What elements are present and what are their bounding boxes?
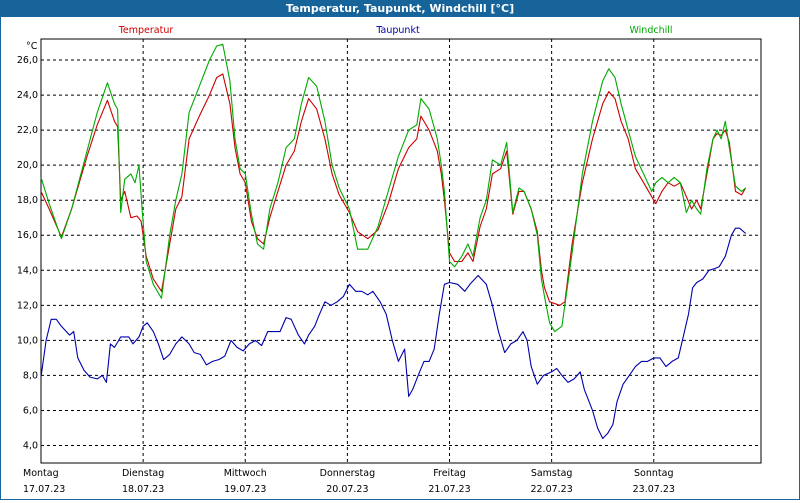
x-tick-date-label: 21.07.23	[428, 484, 470, 495]
x-tick-day-label: Donnerstag	[320, 468, 375, 479]
y-tick-label: 26,0	[17, 55, 38, 66]
x-tick-date-label: 22.07.23	[530, 484, 572, 495]
plot-frame	[40, 38, 762, 464]
y-tick-label: 10,0	[17, 335, 38, 346]
chart-area: 4,0 6,0 8,0 10,0 12,0 14,0 16,0 18,0 20,0 22,0 24,…	[0, 17, 800, 500]
series-line-taupunkt	[40, 227, 747, 440]
x-tick-day-label: Dienstag	[122, 468, 164, 479]
y-tick-label: 12,0	[17, 300, 38, 311]
legend-entry-windchill: Windchill	[629, 25, 672, 36]
legend-entry-temperatur: Temperatur	[118, 25, 174, 36]
legend-layer: Temperatur Taupunkt Windchill	[118, 25, 673, 36]
x-tick-date-label: 18.07.23	[122, 484, 164, 495]
x-tick-day-label: Samstag	[531, 468, 573, 479]
x-tick-day-label: Freitag	[433, 468, 466, 479]
grid-layer	[40, 38, 762, 464]
y-unit-label: °C	[26, 41, 38, 52]
y-tick-label: 16,0	[17, 230, 38, 241]
legend-entry-taupunkt: Taupunkt	[375, 25, 420, 36]
series-line-windchill	[40, 43, 747, 333]
chart-title: Temperatur, Taupunkt, Windchill [°C]	[0, 0, 800, 17]
y-tick-label: 14,0	[17, 265, 38, 276]
y-tick-label: 22,0	[17, 125, 38, 136]
axis-layer: 4,0 6,0 8,0 10,0 12,0 14,0 16,0 18,0 20,0 22,0 24,…	[17, 41, 675, 495]
chart-svg: 4,0 6,0 8,0 10,0 12,0 14,0 16,0 18,0 20,0 22,0 24,…	[17, 25, 762, 495]
x-tick-day-label: Mittwoch	[224, 468, 267, 479]
x-tick-date-label: 20.07.23	[326, 484, 368, 495]
x-tick-date-label: 23.07.23	[633, 484, 675, 495]
y-tick-label: 20,0	[17, 160, 38, 171]
y-tick-label: 24,0	[17, 90, 38, 101]
x-tick-date-label: 17.07.23	[23, 484, 65, 495]
y-tick-label: 8,0	[23, 370, 38, 381]
y-tick-label: 4,0	[23, 440, 38, 451]
x-tick-day-label: Sonntag	[634, 468, 673, 479]
y-tick-label: 6,0	[23, 405, 38, 416]
series-line-temperatur	[40, 73, 747, 306]
series-layer	[40, 43, 747, 440]
y-tick-label: 18,0	[17, 195, 38, 206]
x-tick-day-label: Montag	[23, 468, 59, 479]
x-tick-date-label: 19.07.23	[224, 484, 266, 495]
